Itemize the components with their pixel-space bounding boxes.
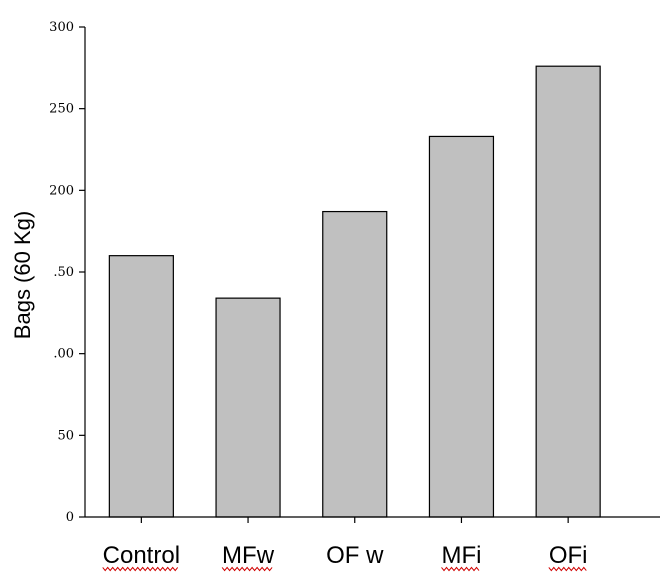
- x-categories: Control MFw OF w MFi OFi: [102, 517, 588, 572]
- category-label: MFi: [441, 542, 481, 569]
- bar-4: [428, 135, 495, 518]
- y-tick-label: .50: [53, 265, 74, 280]
- spellcheck-underline: [102, 566, 179, 572]
- bar-3: [322, 210, 388, 518]
- spellcheck-underline: [221, 566, 273, 572]
- y-tick-label: 250: [49, 102, 74, 117]
- bars: [108, 65, 601, 518]
- y-tick-label: .00: [53, 347, 74, 362]
- y-axis-title: Bags (60 Kg): [10, 211, 35, 339]
- bar-5: [535, 65, 601, 518]
- category-label: Control: [103, 542, 180, 569]
- category-label: OF w: [326, 542, 384, 569]
- spellcheck-underline: [548, 566, 587, 572]
- spellcheck-underline: [441, 566, 480, 572]
- y-tick-label: 50: [57, 428, 74, 443]
- y-ticks: 0 50 .00 .50 200 250 300: [49, 20, 85, 525]
- bar-1: [108, 255, 174, 518]
- category-label: MFw: [222, 542, 275, 569]
- category-label: OFi: [549, 542, 588, 569]
- y-tick-label: 0: [66, 510, 74, 525]
- y-tick-label: 300: [49, 20, 74, 35]
- bar-2: [215, 297, 281, 518]
- y-tick-label: 200: [49, 183, 74, 198]
